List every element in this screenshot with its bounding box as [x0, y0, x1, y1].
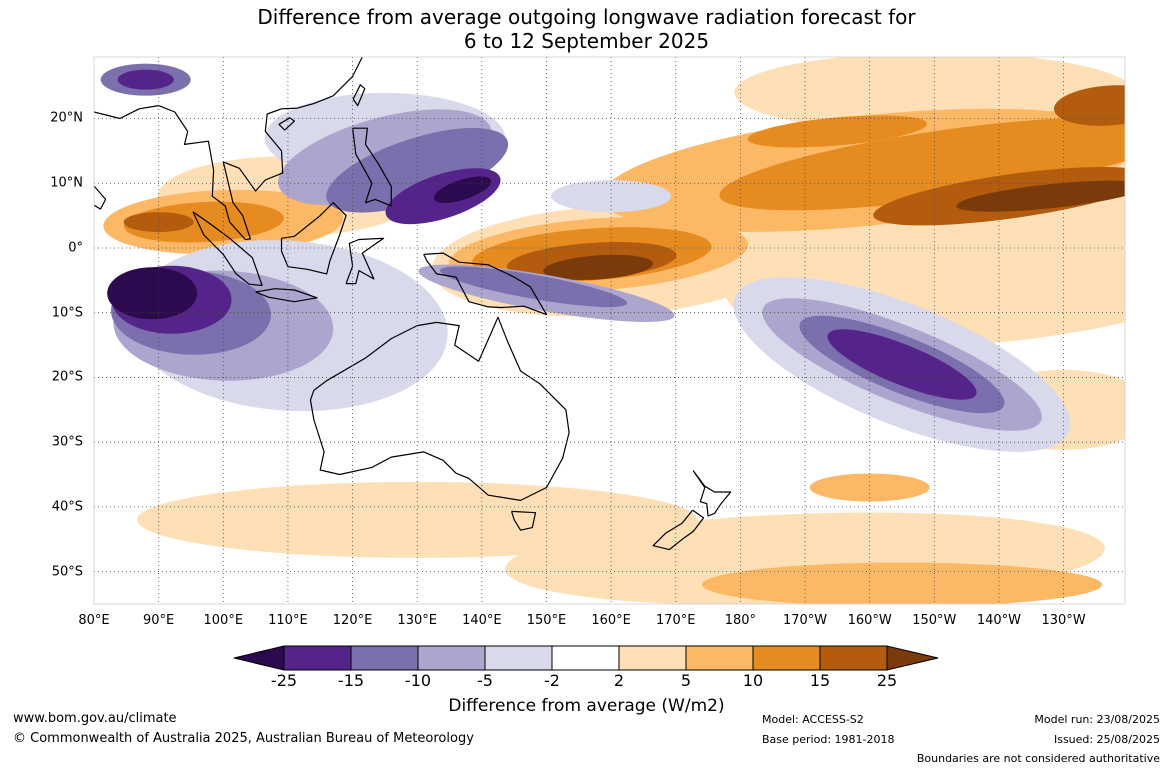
website-link[interactable]: www.bom.gov.au/climate	[13, 711, 177, 726]
longitude-tick-label: 100°E	[203, 613, 244, 628]
longitude-tick-label: 160°W	[847, 613, 892, 628]
positive-anomaly-area	[137, 481, 698, 558]
negative-anomaly-core	[107, 267, 198, 320]
latitude-tick-label: 0°	[68, 240, 83, 256]
chart-title-line1: Difference from average outgoing longwav…	[257, 5, 916, 29]
positive-anomaly-area	[747, 115, 928, 148]
colorbar-tick-label: 10	[742, 671, 764, 690]
colorbar-tick-label: 25	[876, 671, 898, 690]
sulawesi-outline	[345, 237, 385, 285]
mainland-asia-outline	[94, 57, 363, 241]
longitude-tick-label: 140°E	[462, 613, 502, 628]
model-name: Model: ACCESS-S2	[762, 713, 864, 726]
colorbar-swatch	[484, 645, 553, 671]
colorbar-tick-label: -15	[337, 671, 365, 690]
model-run-date: Model run: 23/08/2025	[1034, 713, 1160, 726]
coastlines	[94, 57, 732, 551]
new-zealand-north-outline	[692, 470, 732, 517]
colorbar-swatch	[752, 645, 821, 671]
longitude-tick-label: 160°E	[591, 613, 631, 628]
longitude-tick-label: 180°	[724, 613, 757, 628]
sumatra-outline	[192, 211, 263, 287]
colorbar-swatch	[417, 645, 486, 671]
colorbar-swatch	[618, 645, 687, 671]
longitude-tick-label: 150°E	[526, 613, 567, 628]
tasmania-outline	[511, 510, 537, 531]
negative-anomaly-area	[551, 180, 672, 213]
longitude-tick-label: 130°W	[1041, 613, 1086, 628]
issued-date: Issued: 25/08/2025	[1053, 733, 1160, 746]
negative-anomaly-core	[433, 176, 492, 203]
negative-anomaly-area	[439, 266, 628, 308]
positive-anomaly-area	[719, 117, 1125, 211]
colorbar-tick-label: 15	[809, 671, 831, 690]
positive-anomaly-area	[1053, 85, 1125, 126]
colorbar-tick-label: -5	[477, 671, 493, 690]
colorbar-swatch	[685, 645, 754, 671]
new-zealand-south-outline	[652, 509, 705, 551]
colorbar-tick-label: 5	[680, 671, 692, 690]
latitude-tick-label: 10°N	[50, 175, 83, 191]
copyright-text: © Commonwealth of Australia 2025, Austra…	[13, 731, 474, 746]
hainan-outline	[278, 117, 295, 131]
new-guinea-outline	[423, 252, 548, 316]
longitude-tick-label: 80°E	[78, 613, 110, 628]
colorbar-tick-label: 2	[613, 671, 625, 690]
colorbar-tick-label: -25	[270, 671, 298, 690]
anomaly-field	[100, 57, 1125, 604]
latitude-tick-label: 20°S	[51, 369, 83, 385]
negative-anomaly-area	[117, 69, 174, 90]
java-outline	[255, 288, 318, 303]
positive-anomaly-area	[702, 562, 1102, 604]
graticule	[93, 56, 1126, 605]
colorbar	[233, 645, 939, 671]
philippines-outline	[352, 127, 392, 207]
latitude-tick-label: 40°S	[51, 499, 83, 515]
sri-lanka-outline	[94, 185, 107, 210]
latitude-tick-label: 30°S	[51, 434, 83, 450]
positive-anomaly-area	[123, 212, 194, 233]
map-frame	[93, 56, 1126, 605]
latitude-tick-label: 10°S	[51, 305, 83, 321]
negative-anomaly-area	[326, 127, 509, 213]
boundaries-disclaimer: Boundaries are not considered authoritat…	[916, 752, 1160, 765]
latitude-tick-label: 20°N	[50, 110, 83, 126]
longitude-tick-label: 150°W	[912, 613, 957, 628]
australia-outline	[309, 316, 570, 501]
colorbar-min-arrow	[233, 645, 285, 671]
longitude-tick-label: 170°W	[782, 613, 828, 628]
colorbar-swatch	[350, 645, 419, 671]
base-period: Base period: 1981-2018	[762, 733, 895, 746]
colorbar-swatch	[819, 645, 888, 671]
latitude-tick-label: 50°S	[51, 564, 83, 580]
colorbar-tick-label: -2	[544, 671, 560, 690]
colorbar-max-arrow	[886, 645, 939, 671]
longitude-tick-label: 120°E	[332, 613, 373, 628]
positive-anomaly-area	[123, 201, 284, 243]
longitude-tick-label: 90°E	[142, 613, 175, 628]
chart-title-line2: 6 to 12 September 2025	[463, 29, 710, 53]
colorbar-tick-label: -10	[404, 671, 432, 690]
positive-anomaly-core	[543, 254, 654, 280]
positive-anomaly-area	[809, 473, 930, 502]
longitude-tick-label: 110°E	[268, 613, 308, 628]
positive-anomaly-core	[956, 180, 1125, 212]
taiwan-outline	[352, 84, 366, 107]
longitude-tick-label: 140°W	[976, 613, 1022, 628]
colorbar-title: Difference from average (W/m2)	[448, 696, 725, 716]
colorbar-swatch	[551, 645, 620, 671]
negative-anomaly-area	[827, 329, 977, 400]
colorbar-swatch	[283, 645, 352, 671]
longitude-tick-label: 130°E	[397, 613, 437, 628]
longitude-tick-label: 170°E	[655, 613, 696, 628]
